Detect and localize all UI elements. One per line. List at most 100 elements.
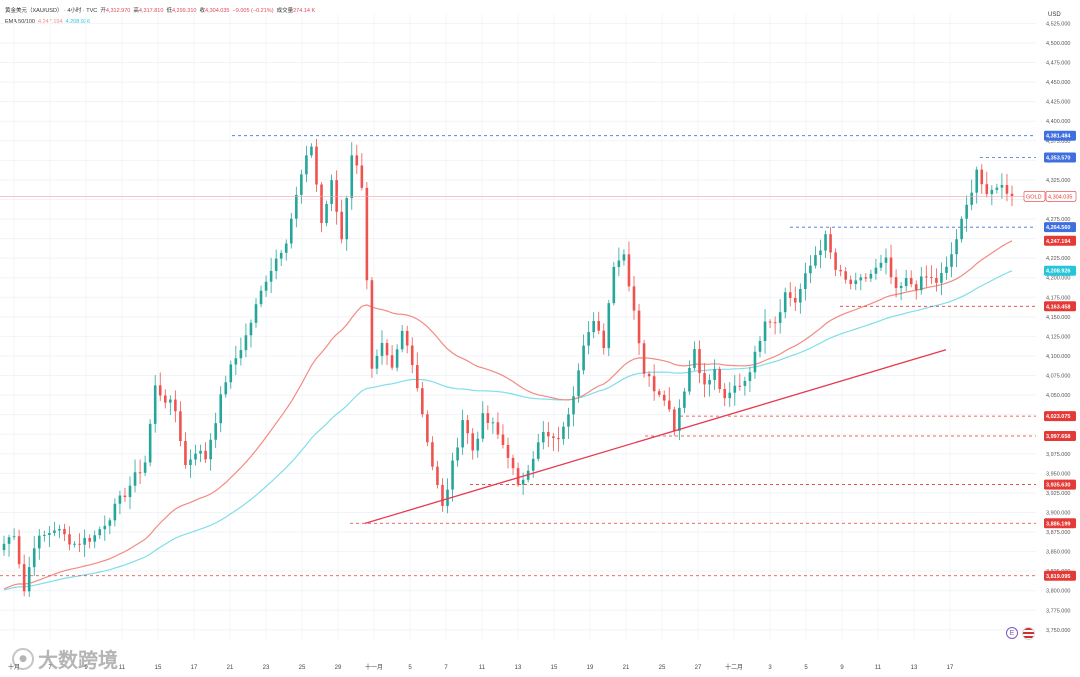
y-tick-label: 3,800.000 — [1046, 589, 1070, 595]
candle-body — [814, 255, 817, 266]
event-icons: E — [1006, 627, 1035, 640]
candle-body — [315, 146, 318, 185]
x-tick-label: 23 — [263, 665, 270, 671]
price-tag: 3,819.095 — [1046, 574, 1070, 580]
candle-body — [360, 165, 364, 188]
candle-body — [219, 394, 223, 424]
x-tick-label: 15 — [551, 665, 558, 671]
candle-body — [22, 564, 26, 592]
candle-body — [688, 367, 691, 392]
candle-body — [305, 155, 308, 175]
candle-body — [582, 345, 585, 371]
candle-body — [17, 536, 21, 565]
candle-body — [673, 409, 676, 431]
candle-body — [733, 385, 737, 393]
candle-body — [904, 278, 908, 287]
currency-label: USD — [1048, 12, 1061, 18]
legend-ohlc-row: 黄金美元（XAU/USD） · 4小时 · TVC 开4,312.970 高4,… — [5, 6, 315, 17]
price-tag-box — [1044, 411, 1076, 422]
x-tick-label: 19 — [587, 665, 594, 671]
price-tag: 4,381.484 — [1046, 134, 1071, 140]
candle-body — [793, 297, 797, 303]
legend-ema-label: EMA 50/100 — [5, 19, 35, 25]
candle-body — [647, 373, 651, 377]
legend-close: 4,304.035 — [205, 8, 230, 14]
candle-body — [229, 364, 233, 383]
candle-body — [415, 365, 419, 389]
candle-body — [98, 529, 102, 536]
candle-body — [123, 495, 127, 498]
candle-body — [723, 389, 727, 399]
candle-body — [441, 484, 444, 506]
candle-body — [491, 422, 495, 424]
legend-open-label: 开 — [100, 8, 106, 14]
candle-body — [259, 290, 263, 305]
candle-body — [965, 204, 968, 219]
candle-body — [864, 277, 868, 279]
candle-body — [995, 187, 999, 190]
candle-body — [380, 342, 384, 356]
candle-body — [884, 257, 888, 263]
x-tick-label: 17 — [947, 665, 954, 671]
y-tick-label: 4,400.000 — [1046, 119, 1070, 125]
candle-body — [829, 234, 832, 253]
candle-body — [990, 189, 994, 195]
x-tick-label: 15 — [155, 665, 162, 671]
candle-body — [778, 312, 782, 323]
candle-body — [541, 432, 545, 443]
legend-change: −9.005 (−0.21%) — [232, 8, 274, 14]
candle-body — [189, 459, 192, 465]
candle-body — [975, 169, 979, 193]
candle-body — [244, 335, 248, 351]
x-tick-label: 3 — [768, 665, 772, 671]
e-event-icon[interactable]: E — [1006, 627, 1018, 639]
candle-body — [804, 273, 807, 290]
x-tick-label: 9 — [84, 665, 88, 671]
candle-body — [78, 543, 81, 545]
watermark: ● 大数跨境 — [12, 644, 118, 673]
price-tag: 4,163.458 — [1046, 304, 1070, 310]
candle-body — [446, 489, 449, 506]
candle-body — [279, 252, 283, 259]
legend-volume: 274.14 K — [293, 8, 316, 14]
y-tick-label: 4,100.000 — [1046, 354, 1070, 360]
candle-body — [284, 243, 288, 253]
candle-body — [718, 368, 721, 390]
y-tick-label: 3,750.000 — [1046, 628, 1070, 634]
candle-body — [945, 266, 948, 274]
candle-body — [264, 281, 268, 291]
candle-body — [471, 433, 475, 451]
candle-body — [496, 422, 500, 435]
candle-body — [783, 292, 787, 313]
candle-body — [889, 257, 893, 278]
candle-body — [143, 462, 147, 473]
price-tag: 3,935.630 — [1046, 483, 1070, 489]
price-tag-box — [1044, 518, 1076, 529]
x-tick-label: 7 — [48, 665, 52, 671]
candle-body — [773, 322, 777, 324]
candle-body — [753, 351, 757, 373]
price-tag-box — [1044, 265, 1076, 276]
candle-body — [693, 349, 696, 368]
candle-body — [683, 391, 686, 408]
candle-body — [410, 345, 414, 366]
ema100-line — [3, 270, 1013, 591]
candle-body — [657, 391, 661, 395]
price-tag-box — [1044, 130, 1076, 141]
candle-body — [27, 567, 31, 592]
legend-high-label: 高 — [133, 8, 139, 14]
legend-low-label: 低 — [166, 8, 172, 14]
x-tick-label: 十月 — [8, 663, 20, 671]
candle-body — [1010, 193, 1014, 197]
price-tag-box — [1044, 235, 1076, 246]
x-tick-label: 11 — [479, 665, 486, 671]
candle-body — [204, 450, 207, 460]
candle-body — [63, 528, 66, 535]
candle-body — [642, 343, 646, 374]
candle-body — [743, 380, 747, 386]
us-flag-icon[interactable] — [1022, 627, 1035, 640]
y-tick-label: 4,325.000 — [1046, 178, 1070, 184]
candle-body — [849, 279, 853, 285]
candle-body — [289, 218, 293, 244]
